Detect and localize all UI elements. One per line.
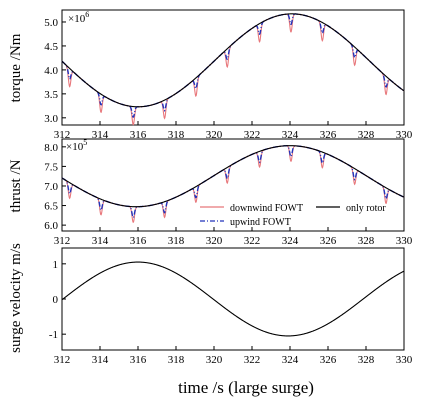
x-tick-label: 314 [92, 235, 109, 247]
torque-panel: 3.0 3.5 4.0 4.5 5.0 312 314 316 318 320 322 324 326… [8, 9, 413, 141]
x-tick-label: 322 [244, 354, 261, 366]
y-tick-label: 1 [53, 259, 59, 271]
x-tick-label: 330 [396, 235, 413, 247]
x-tick-label: 318 [168, 235, 185, 247]
legend-only-rotor-label: only rotor [346, 203, 386, 214]
y-tick-label: 7.5 [44, 161, 58, 173]
x-tick-label: 322 [244, 129, 261, 141]
x-tick-label: 328 [358, 354, 375, 366]
y-tick-label: 6.0 [44, 220, 58, 232]
y-tick-label: 0 [53, 294, 59, 306]
surge-panel: -1 0 1 312 314 316 318 320 322 324 326 328 330 surg… [8, 243, 413, 366]
x-tick-label: 312 [54, 235, 71, 247]
y-tick-label: 3.5 [44, 89, 58, 101]
y-tick-label: -1 [49, 329, 58, 341]
torque-multiplier: ×106 [68, 10, 89, 25]
x-tick-label: 316 [130, 235, 147, 247]
x-tick-label: 318 [168, 129, 185, 141]
x-tick-label: 324 [282, 129, 299, 141]
x-tick-label: 320 [206, 129, 223, 141]
x-axis-label: time /s (large surge) [178, 378, 314, 397]
series-line-only_rotor [61, 13, 405, 108]
torque-ylabel: torque /Nm [8, 33, 24, 102]
torque-plot-frame [61, 9, 405, 126]
x-tick-label: 312 [54, 129, 71, 141]
thrust-plot-frame [61, 138, 405, 232]
x-tick-label: 320 [206, 354, 223, 366]
x-tick-label: 316 [130, 354, 147, 366]
x-tick-label: 316 [130, 129, 147, 141]
y-tick-label: 7.0 [44, 181, 58, 193]
x-tick-label: 328 [358, 129, 375, 141]
x-tick-label: 314 [92, 129, 109, 141]
x-tick-label: 318 [168, 354, 185, 366]
surge-ylabel: surge velocity m/s [8, 243, 24, 353]
series-line-only_rotor [61, 145, 405, 208]
x-tick-label: 326 [320, 235, 337, 247]
legend: downwind FOWT upwind FOWT only rotor [200, 203, 386, 228]
legend-downwind-label: downwind FOWT [230, 203, 303, 214]
thrust-panel: 6.0 6.5 7.0 7.5 8.0 312 314 316 318 320 322 324 326… [8, 138, 413, 247]
x-tick-label: 312 [54, 354, 71, 366]
series-line-downwind [61, 13, 405, 126]
series-line-surge [61, 261, 405, 337]
x-tick-label: 330 [396, 129, 413, 141]
y-tick-label: 4.0 [44, 65, 58, 77]
x-tick-label: 324 [282, 235, 299, 247]
x-tick-label: 314 [92, 354, 109, 366]
x-tick-label: 328 [358, 235, 375, 247]
x-tick-label: 322 [244, 235, 261, 247]
y-tick-label: 4.5 [44, 41, 58, 53]
y-tick-label: 5.0 [44, 17, 58, 29]
x-tick-label: 324 [282, 354, 299, 366]
y-tick-label: 8.0 [44, 142, 58, 154]
y-tick-label: 3.0 [44, 113, 58, 125]
y-tick-label: 6.5 [44, 201, 58, 213]
surge-plot-frame [61, 247, 405, 351]
thrust-ylabel: thrust /N [8, 159, 24, 212]
x-tick-label: 326 [320, 354, 337, 366]
x-tick-label: 320 [206, 235, 223, 247]
x-tick-label: 330 [396, 354, 413, 366]
x-tick-label: 326 [320, 129, 337, 141]
thrust-multiplier: ×105 [66, 138, 87, 153]
legend-upwind-label: upwind FOWT [230, 217, 291, 228]
